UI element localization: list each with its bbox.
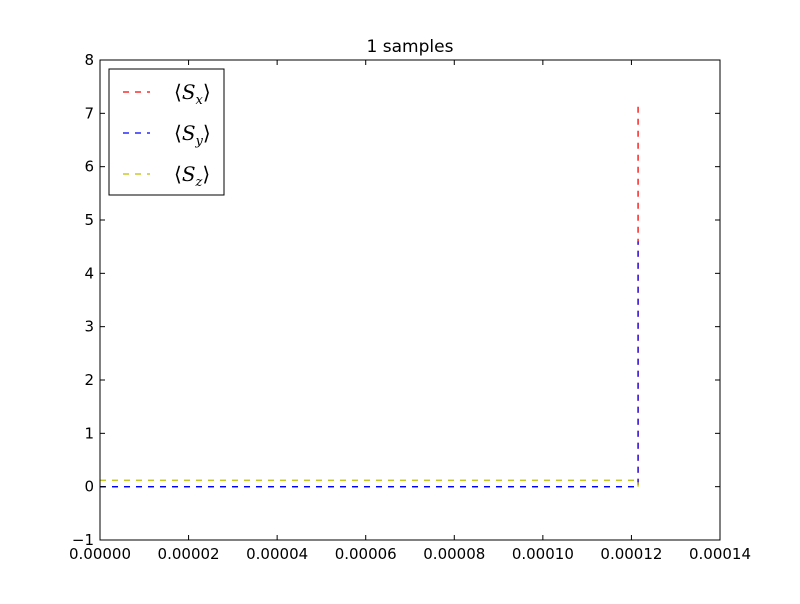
y-tick-label: 5	[84, 211, 94, 229]
y-tick-label: 1	[84, 424, 94, 442]
y-tick-label: 8	[84, 51, 94, 69]
x-tick-label: 0.00010	[512, 545, 574, 563]
x-tick-label: 0.00006	[335, 545, 397, 563]
y-tick-label: −1	[72, 531, 94, 549]
legend-label-z: ⟨Sz⟩	[174, 162, 210, 190]
plot-frame	[99, 59, 721, 541]
y-tick-label: 6	[84, 158, 94, 176]
y-tick-label: 3	[84, 318, 94, 336]
x-tick-label: 0.00004	[246, 545, 308, 563]
y-tick-label: 7	[84, 104, 94, 122]
y-tick-label: 4	[84, 264, 94, 282]
series-line-z	[100, 479, 639, 487]
chart-title: 1 samples	[367, 37, 454, 57]
x-tick-label: 0.00014	[689, 545, 751, 563]
x-tick-label: 0.00000	[69, 545, 131, 563]
series-line-x	[100, 102, 639, 488]
legend: ⟨Sx⟩ ⟨Sy⟩ ⟨Sz⟩	[108, 68, 225, 196]
y-tick-label: 0	[84, 478, 94, 496]
series-line-y	[100, 241, 639, 488]
legend-label-y: ⟨Sy⟩	[174, 121, 211, 149]
x-tick-label: 0.00008	[423, 545, 485, 563]
x-tick-label: 0.00002	[158, 545, 220, 563]
x-tick-label: 0.00012	[600, 545, 662, 563]
y-tick-label: 2	[84, 371, 94, 389]
legend-label-x: ⟨Sx⟩	[174, 80, 211, 108]
